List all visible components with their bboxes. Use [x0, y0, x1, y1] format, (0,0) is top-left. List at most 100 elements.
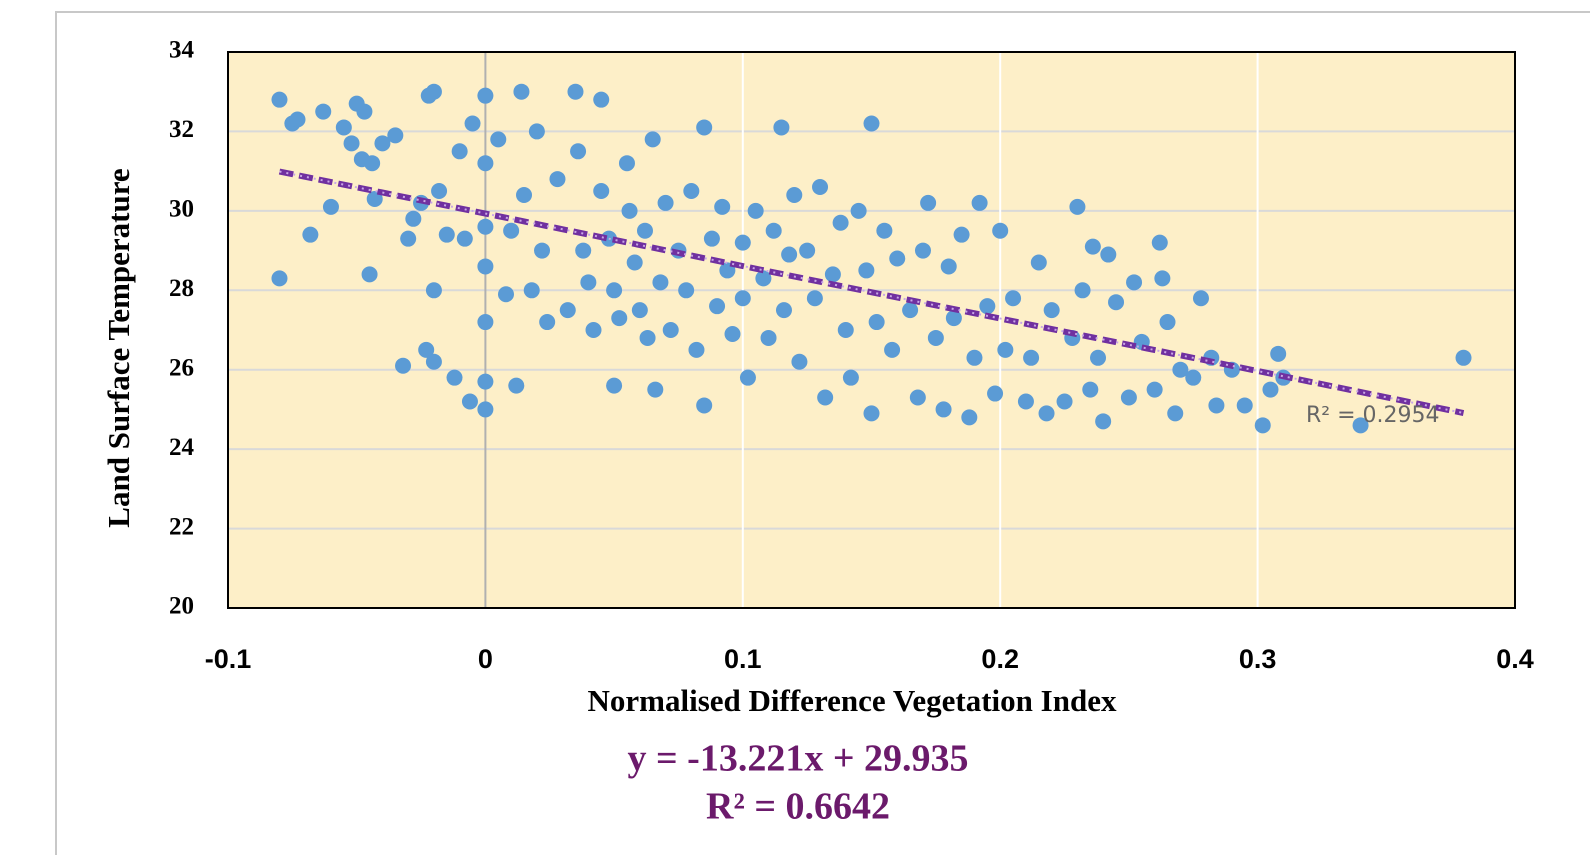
y-tick-label: 20: [169, 593, 194, 620]
data-point: [606, 377, 623, 394]
data-point: [799, 242, 816, 259]
data-point: [1023, 349, 1040, 366]
data-point: [806, 290, 823, 307]
data-point: [1146, 381, 1163, 398]
data-point: [1254, 417, 1271, 434]
data-point: [703, 230, 720, 247]
data-point: [863, 405, 880, 422]
data-point: [425, 282, 442, 299]
data-point: [1084, 238, 1101, 255]
data-point: [992, 222, 1009, 239]
data-point: [832, 214, 849, 231]
data-point: [734, 290, 751, 307]
data-point: [927, 329, 944, 346]
data-point: [271, 270, 288, 287]
data-point: [431, 183, 448, 199]
data-point: [364, 155, 381, 172]
data-point: [884, 341, 901, 358]
data-point: [1185, 369, 1202, 386]
data-point: [477, 218, 494, 235]
data-point: [644, 131, 661, 148]
y-tick-label: 34: [169, 37, 195, 64]
data-point: [343, 135, 360, 152]
data-point: [621, 202, 638, 219]
data-point: [570, 143, 587, 160]
data-point: [549, 171, 566, 188]
data-point: [477, 401, 494, 418]
data-point: [387, 127, 404, 144]
data-point: [781, 246, 798, 263]
y-tick-label: 26: [169, 354, 194, 381]
x-tick-label: 0.1: [724, 644, 762, 674]
data-point: [477, 314, 494, 331]
data-point: [516, 186, 533, 203]
x-tick-label: 0.4: [1496, 644, 1534, 674]
data-point: [1069, 198, 1086, 215]
data-point: [817, 389, 834, 406]
trend-annotation: R² = 0.2954: [1306, 403, 1440, 428]
data-point: [979, 298, 996, 315]
data-point: [606, 282, 623, 299]
data-point: [1074, 282, 1091, 299]
data-point: [593, 183, 610, 199]
data-point: [1236, 397, 1253, 414]
data-point: [271, 91, 288, 108]
x-tick-label: 0.2: [981, 644, 1019, 674]
data-point: [678, 282, 695, 299]
data-point: [971, 194, 988, 211]
data-point: [889, 250, 906, 267]
data-point: [997, 341, 1014, 358]
data-point: [335, 119, 352, 136]
data-point: [477, 87, 494, 104]
data-point: [477, 258, 494, 275]
data-point: [461, 393, 478, 410]
data-point: [1038, 405, 1055, 422]
y-tick-label: 32: [169, 116, 194, 143]
data-point: [451, 143, 468, 160]
data-point: [631, 302, 648, 319]
data-point: [374, 135, 391, 152]
data-point: [953, 226, 970, 243]
data-point: [1167, 405, 1184, 422]
data-point: [575, 242, 592, 259]
data-point: [302, 226, 319, 243]
data-point: [760, 329, 777, 346]
data-point: [1120, 389, 1137, 406]
plot-background: [228, 52, 1515, 608]
data-point: [786, 186, 803, 203]
data-point: [755, 270, 772, 287]
data-point: [765, 222, 782, 239]
data-point: [626, 254, 643, 271]
data-point: [747, 202, 764, 219]
data-point: [405, 210, 422, 227]
data-point: [534, 242, 551, 259]
data-point: [580, 274, 597, 291]
data-point: [639, 329, 656, 346]
data-point: [940, 258, 957, 275]
data-point: [503, 222, 520, 239]
data-point: [636, 222, 653, 239]
data-point: [961, 409, 978, 426]
data-point: [987, 385, 1004, 402]
data-point: [1056, 393, 1073, 410]
data-point: [1151, 234, 1168, 251]
data-point: [876, 222, 893, 239]
data-point: [464, 115, 481, 132]
data-point: [683, 183, 700, 199]
data-point: [1352, 417, 1369, 434]
data-point: [425, 83, 442, 100]
x-tick-label: 0.3: [1239, 644, 1277, 674]
data-point: [657, 194, 674, 211]
data-point: [688, 341, 705, 358]
data-point: [945, 310, 962, 327]
data-point: [1270, 345, 1287, 362]
plot-border: [227, 51, 1516, 609]
data-point: [559, 302, 576, 319]
data-point: [858, 262, 875, 279]
data-point: [842, 369, 859, 386]
data-point: [618, 155, 635, 172]
trendline: [278, 168, 1465, 416]
data-point: [477, 373, 494, 390]
data-point: [734, 234, 751, 251]
data-point: [1192, 290, 1209, 307]
